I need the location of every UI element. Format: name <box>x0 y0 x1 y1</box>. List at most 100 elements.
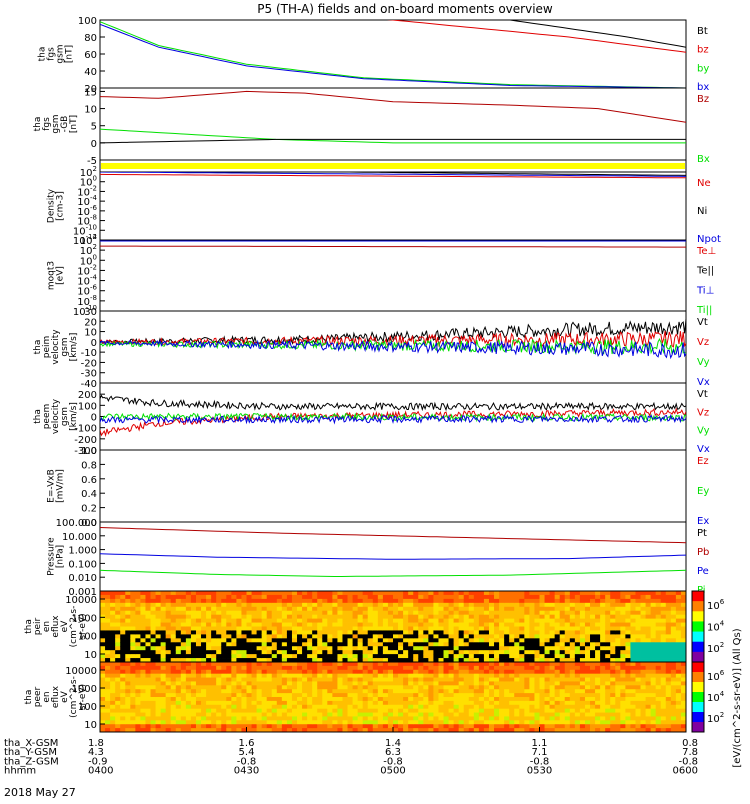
heatmap-cell <box>519 704 525 710</box>
heatmap-cell <box>211 598 217 604</box>
heatmap-cell <box>190 598 197 604</box>
heatmap-cell <box>387 708 394 713</box>
heatmap-cell <box>231 693 237 698</box>
heatmap-cell <box>620 622 626 627</box>
heatmap-cell <box>504 728 510 733</box>
heatmap-cell <box>307 697 313 702</box>
heatmap-cell <box>408 673 414 678</box>
heatmap-cell <box>221 650 227 655</box>
heatmap-cell <box>201 704 207 710</box>
heatmap-cell <box>574 622 581 627</box>
legend-label: Vt <box>697 389 708 400</box>
heatmap-cell <box>458 700 465 706</box>
heatmap-cell <box>195 614 202 620</box>
heatmap-cell <box>443 658 449 663</box>
heatmap-cell <box>307 708 313 713</box>
heatmap-cell <box>352 650 359 655</box>
heatmap-cell <box>443 662 449 667</box>
heatmap-cell <box>595 654 601 659</box>
heatmap-cell <box>655 606 662 612</box>
heatmap-cell <box>145 712 151 717</box>
heatmap-cell <box>504 650 510 655</box>
heatmap-cell <box>448 638 455 643</box>
heatmap-cell <box>403 630 409 635</box>
heatmap-cell <box>357 638 364 643</box>
heatmap-cell <box>640 614 646 620</box>
heatmap-cell <box>170 638 177 643</box>
heatmap-cell <box>286 622 293 627</box>
heatmap-cell <box>357 630 364 635</box>
heatmap-cell <box>680 618 687 623</box>
heatmap-cell <box>438 598 444 604</box>
heatmap-cell <box>332 654 338 659</box>
heatmap-cell <box>655 677 662 682</box>
heatmap-cell <box>473 724 480 729</box>
heatmap-cell <box>428 630 434 635</box>
heatmap-cell <box>509 728 515 733</box>
heatmap-cell <box>564 626 571 631</box>
heatmap-cell <box>670 724 677 729</box>
heatmap-cell <box>590 677 596 682</box>
heatmap-cell <box>569 654 576 659</box>
heatmap-cell <box>266 626 273 631</box>
heatmap-cell <box>352 712 359 717</box>
heatmap-cell <box>185 598 192 604</box>
heatmap-cell <box>286 602 293 608</box>
heatmap-cell <box>665 614 672 620</box>
heatmap-cell <box>584 606 591 612</box>
heatmap-cell <box>640 626 646 631</box>
heatmap-cell <box>236 650 242 655</box>
heatmap-cell <box>160 708 167 713</box>
heatmap-cell <box>620 642 626 647</box>
heatmap-cell <box>574 606 581 612</box>
heatmap-cell <box>620 677 626 682</box>
heatmap-cell <box>569 610 576 616</box>
y-axis-label: [km/s] <box>69 333 79 362</box>
heatmap-cell <box>579 610 586 616</box>
heatmap-cell <box>125 712 131 717</box>
heatmap-cell <box>463 618 470 623</box>
heatmap-cell <box>307 654 313 659</box>
heatmap-cell <box>145 654 151 659</box>
heatmap-cell <box>291 689 298 694</box>
heatmap-cell <box>549 658 556 663</box>
heatmap-cell <box>514 712 520 717</box>
heatmap-cell <box>398 598 404 604</box>
heatmap-cell <box>155 665 162 671</box>
heatmap-cell <box>610 685 616 690</box>
heatmap-cell <box>195 642 202 647</box>
heatmap-cell <box>135 693 141 698</box>
heatmap-cell <box>276 606 283 612</box>
heatmap-cell <box>584 720 591 725</box>
heatmap-cell <box>504 654 510 659</box>
heatmap-cell <box>206 662 212 667</box>
heatmap-cell <box>387 614 394 620</box>
heatmap-cell <box>524 638 530 643</box>
heatmap-cell <box>559 704 566 710</box>
heatmap-cell <box>564 602 571 608</box>
heatmap-cell <box>302 716 308 721</box>
heatmap-cell <box>423 724 429 729</box>
heatmap-cell <box>266 634 273 639</box>
heatmap-cell <box>105 673 111 678</box>
heatmap-cell <box>529 708 535 713</box>
heatmap-cell <box>347 642 353 647</box>
heatmap-cell <box>302 646 308 651</box>
heatmap-cell <box>509 724 515 729</box>
heatmap-cell <box>140 591 146 596</box>
heatmap-cell <box>625 697 631 702</box>
heatmap-cell <box>175 650 182 655</box>
heatmap-cell <box>675 689 682 694</box>
heatmap-cell <box>180 634 187 639</box>
heatmap-cell <box>433 598 439 604</box>
heatmap-cell <box>524 606 530 612</box>
heatmap-cell <box>544 598 550 604</box>
heatmap-cell <box>367 662 374 667</box>
heatmap-cell <box>206 720 212 725</box>
heatmap-cell <box>236 689 242 694</box>
heatmap-cell <box>291 700 298 706</box>
heatmap-cell <box>256 689 263 694</box>
heatmap-cell <box>276 681 283 686</box>
heatmap-cell <box>519 693 525 698</box>
heatmap-cell <box>554 630 561 635</box>
